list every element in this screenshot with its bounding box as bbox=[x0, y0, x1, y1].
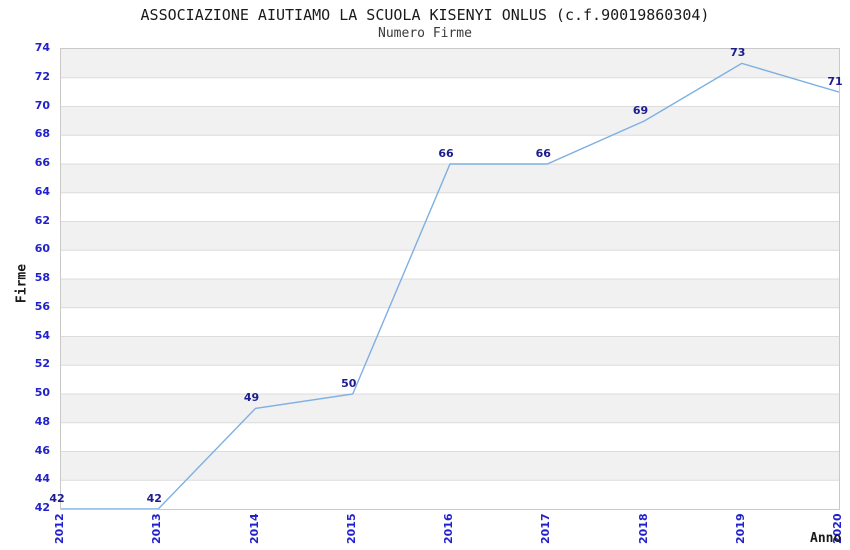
y-axis-title: Firme bbox=[14, 263, 30, 304]
plot-area bbox=[60, 48, 840, 510]
y-tick-label: 74 bbox=[34, 41, 50, 54]
x-axis-title: Anno bbox=[810, 531, 842, 546]
data-point-label: 66 bbox=[535, 147, 551, 160]
data-point-label: 71 bbox=[827, 75, 843, 89]
x-tick-label: 2017 bbox=[539, 513, 553, 544]
y-tick-label: 70 bbox=[34, 98, 50, 112]
grid-band bbox=[61, 250, 839, 279]
data-point-label: 73 bbox=[730, 46, 746, 60]
grid-band bbox=[61, 365, 839, 394]
data-point-label: 42 bbox=[49, 492, 65, 505]
data-point-label: 42 bbox=[146, 492, 162, 505]
y-tick-label: 62 bbox=[34, 213, 50, 227]
grid-band bbox=[61, 49, 839, 78]
grid-band bbox=[61, 480, 839, 509]
grid-band bbox=[61, 164, 839, 193]
y-tick-label: 50 bbox=[34, 386, 50, 399]
data-point-label: 49 bbox=[243, 391, 260, 405]
data-point-label: 50 bbox=[341, 377, 357, 390]
x-tick-label: 2019 bbox=[733, 513, 747, 544]
y-tick-label: 60 bbox=[34, 242, 50, 256]
y-tick-label: 58 bbox=[34, 271, 50, 284]
y-tick-label: 54 bbox=[34, 328, 50, 342]
grid-band bbox=[61, 336, 839, 366]
y-tick-label: 42 bbox=[34, 501, 50, 514]
y-tick-label: 46 bbox=[34, 443, 50, 457]
data-point-label: 69 bbox=[632, 103, 649, 117]
x-tick-label: 2015 bbox=[344, 513, 358, 544]
y-tick-label: 66 bbox=[34, 156, 50, 169]
grid-band bbox=[61, 422, 839, 452]
chart-subtitle: Numero Firme bbox=[378, 26, 472, 41]
y-tick-label: 56 bbox=[34, 299, 50, 313]
x-tick-label: 2016 bbox=[442, 513, 455, 544]
trend-line bbox=[61, 62, 839, 509]
x-tick-label: 2013 bbox=[150, 513, 164, 544]
data-point-label: 66 bbox=[438, 147, 454, 160]
x-tick-label: 2012 bbox=[53, 513, 66, 544]
grid-band bbox=[61, 77, 839, 107]
x-tick-label: 2018 bbox=[636, 513, 650, 544]
y-tick-label: 64 bbox=[34, 184, 50, 198]
grid-band bbox=[61, 135, 839, 164]
grid-band bbox=[61, 307, 839, 337]
grid-band bbox=[61, 394, 839, 423]
grid-band bbox=[61, 192, 839, 222]
grid-band bbox=[61, 451, 839, 481]
grid-band bbox=[61, 221, 839, 251]
x-tick-label: 2014 bbox=[247, 513, 261, 544]
y-tick-label: 48 bbox=[34, 414, 50, 428]
y-tick-label: 52 bbox=[34, 357, 50, 371]
y-tick-label: 44 bbox=[34, 472, 50, 486]
grid-band bbox=[61, 106, 839, 136]
line-chart-svg bbox=[61, 49, 839, 509]
y-tick-label: 68 bbox=[34, 127, 50, 141]
chart-title: ASSOCIAZIONE AIUTIAMO LA SCUOLA KISENYI … bbox=[140, 6, 710, 24]
grid-band bbox=[61, 279, 839, 308]
y-tick-label: 72 bbox=[34, 69, 50, 83]
